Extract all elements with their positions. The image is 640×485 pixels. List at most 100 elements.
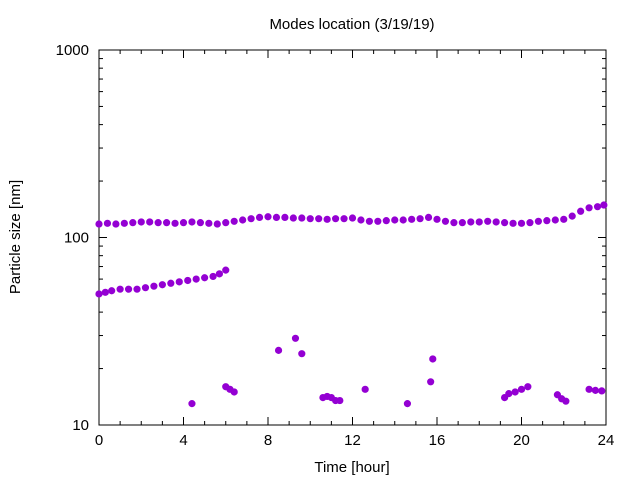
data-point <box>124 285 133 293</box>
data-point <box>205 219 213 227</box>
data-point <box>298 214 306 222</box>
y-tick-label: 100 <box>64 230 89 247</box>
data-point <box>95 220 103 228</box>
x-axis-label: Time [hour] <box>314 459 389 476</box>
data-point <box>391 216 399 224</box>
data-point <box>543 217 551 225</box>
data-point <box>192 275 200 283</box>
data-point <box>585 385 593 393</box>
data-point <box>598 387 606 395</box>
data-point <box>484 217 492 225</box>
data-point <box>593 203 602 211</box>
y-tick-label: 10 <box>72 417 89 434</box>
data-point <box>475 218 483 226</box>
x-tick-label: 8 <box>264 432 272 449</box>
data-point <box>568 212 576 220</box>
data-point <box>137 218 145 226</box>
data-point <box>331 215 340 223</box>
data-point <box>184 276 192 285</box>
data-point <box>298 350 306 358</box>
data-point <box>591 386 600 394</box>
data-point <box>129 219 137 227</box>
data-point <box>112 220 120 228</box>
data-point <box>524 383 532 391</box>
axis-tick-labels: 0 4 8 12 16 20 24 10 100 1000 <box>56 42 615 449</box>
data-point <box>150 282 158 290</box>
data-point <box>116 285 124 293</box>
data-point <box>424 213 433 221</box>
data-point <box>450 219 458 227</box>
data-point <box>600 201 608 209</box>
data-point <box>382 217 390 225</box>
data-point <box>274 346 283 354</box>
data-points <box>95 201 608 408</box>
data-point <box>239 216 247 224</box>
axis-ticks <box>98 49 607 426</box>
data-point <box>340 215 348 223</box>
data-point <box>103 219 112 227</box>
data-point <box>365 217 373 225</box>
data-point <box>213 220 221 228</box>
data-point <box>154 219 162 227</box>
data-point <box>201 274 209 282</box>
data-point <box>534 217 543 225</box>
data-point <box>289 214 297 222</box>
data-point <box>171 219 179 227</box>
data-point <box>560 215 568 223</box>
data-point <box>230 388 238 396</box>
data-point <box>585 204 593 212</box>
data-point <box>361 385 369 393</box>
data-point <box>323 215 331 223</box>
data-point <box>517 219 526 227</box>
data-point <box>348 214 357 222</box>
y-axis-label: Particle size [nm] <box>7 180 24 294</box>
data-point <box>209 272 217 281</box>
data-point <box>427 378 435 386</box>
data-point <box>416 215 424 223</box>
data-point <box>458 219 466 227</box>
data-point <box>281 213 289 221</box>
data-point <box>517 385 526 393</box>
data-point <box>175 278 183 286</box>
data-point <box>467 218 475 226</box>
data-point <box>264 213 272 221</box>
data-point <box>188 218 196 226</box>
y-tick-label: 1000 <box>56 42 89 59</box>
x-tick-label: 12 <box>344 432 361 449</box>
data-point <box>95 290 103 298</box>
data-point <box>374 217 382 225</box>
data-point <box>441 217 450 225</box>
data-point <box>500 219 509 227</box>
data-point <box>429 355 437 363</box>
data-point <box>399 216 407 224</box>
data-point <box>577 207 585 215</box>
data-point <box>505 390 513 398</box>
data-point <box>179 219 188 227</box>
data-point <box>230 217 238 225</box>
x-tick-label: 24 <box>598 432 615 449</box>
chart-title: Modes location (3/19/19) <box>269 16 434 33</box>
data-point <box>141 284 150 292</box>
x-tick-label: 20 <box>513 432 530 449</box>
data-point <box>492 218 500 226</box>
data-point <box>247 215 255 223</box>
data-point <box>222 219 230 227</box>
x-tick-label: 0 <box>95 432 103 449</box>
data-point <box>272 213 281 221</box>
data-point <box>196 219 204 227</box>
data-point <box>108 287 116 295</box>
data-point <box>255 213 264 221</box>
x-tick-label: 16 <box>429 432 446 449</box>
data-point <box>291 334 300 342</box>
data-point <box>167 279 175 287</box>
data-point <box>306 215 314 223</box>
data-point <box>551 216 559 224</box>
data-point <box>158 281 166 289</box>
data-point <box>315 215 323 223</box>
data-point <box>336 396 344 405</box>
data-point <box>188 400 196 408</box>
data-point <box>511 388 519 396</box>
data-point <box>509 219 517 227</box>
